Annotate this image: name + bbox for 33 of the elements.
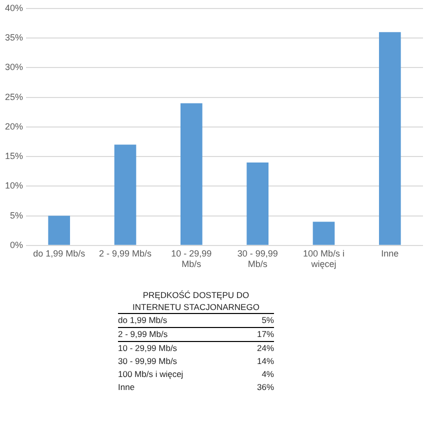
- x-tick-label: 2 - 9,99 Mb/s: [98, 248, 152, 258]
- x-tick-label: 100 Mb/s i więcej: [302, 248, 345, 270]
- text: 30 - 99,99 Mb/s: [118, 355, 178, 368]
- x-tick-label: 30 - 99,99 Mb/s: [237, 248, 278, 270]
- x-tick-label: do 1,99 Mb/s: [33, 248, 86, 258]
- bar: [180, 103, 202, 245]
- y-tick-label: 35%: [5, 32, 24, 43]
- bar: [48, 216, 70, 245]
- text: 14%: [256, 355, 274, 368]
- bar: [114, 144, 136, 245]
- y-tick-label: 25%: [5, 92, 24, 102]
- y-tick-label: 5%: [10, 210, 24, 220]
- text: 17%: [241, 328, 274, 342]
- y-tick-label: 40%: [5, 2, 24, 13]
- text: 100 Mb/s i więcej: [118, 368, 184, 381]
- y-tick-label: 10%: [5, 180, 24, 191]
- text: 4%: [260, 368, 274, 381]
- y-tick-label: 30%: [5, 62, 24, 72]
- text: Inne: [118, 381, 136, 394]
- x-tick-label: 10 - 29,99 Mb/s: [171, 248, 212, 270]
- text: 24%: [256, 342, 274, 355]
- y-tick-label: 0%: [10, 240, 24, 250]
- text: 2 - 9,99 Mb/s: [118, 328, 242, 342]
- text: 5%: [241, 314, 274, 328]
- x-tick-label: Inne: [381, 248, 399, 258]
- text: do 1,99 Mb/s: [118, 314, 242, 328]
- y-tick-label: 15%: [5, 151, 24, 162]
- text: 10 - 29,99 Mb/s: [118, 342, 178, 355]
- bar: [246, 162, 269, 245]
- y-tick-label: 20%: [5, 121, 24, 132]
- bar: [312, 222, 335, 245]
- bar: [379, 32, 401, 245]
- text: 36%: [256, 381, 274, 394]
